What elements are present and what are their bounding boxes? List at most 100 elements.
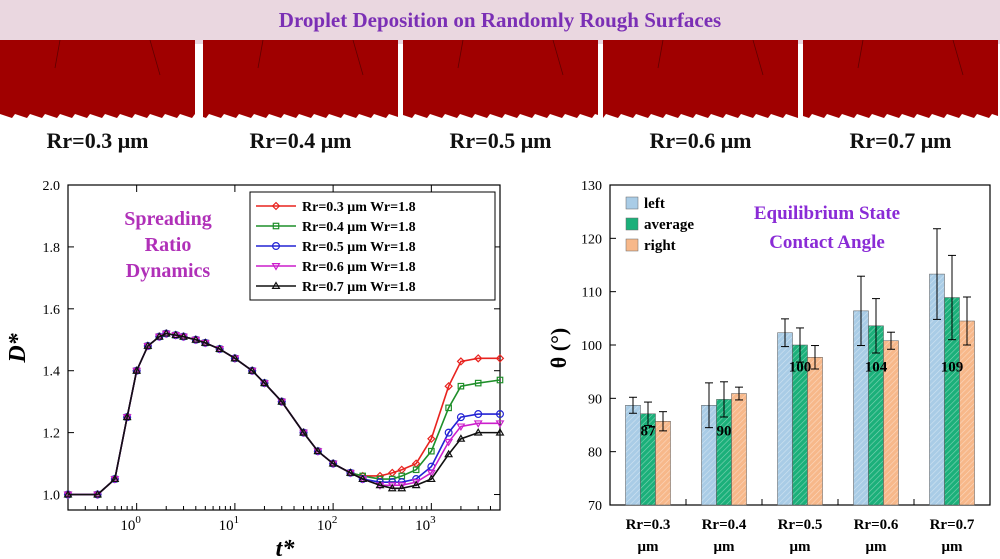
average-value-label: 104 <box>865 360 888 376</box>
data-point <box>143 341 153 349</box>
data-point <box>260 378 269 387</box>
data-point <box>495 428 505 436</box>
data-point <box>299 428 308 436</box>
banner: Droplet Deposition on Randomly Rough Sur… <box>0 0 1000 44</box>
banner-title: Droplet Deposition on Randomly Rough Sur… <box>278 8 722 32</box>
series-line <box>68 332 500 496</box>
roughness-label: Rr=0.5 μm <box>449 128 552 153</box>
data-point <box>161 328 171 337</box>
data-point <box>444 449 454 458</box>
chart-annotation-line: Equilibrium State <box>754 203 900 224</box>
rough-substrate <box>403 114 598 120</box>
x-tick-exponent: 3 <box>430 514 436 526</box>
data-point <box>411 480 421 489</box>
data-point <box>444 438 454 447</box>
x-tick-base: 10 <box>415 518 430 534</box>
y-tick-label: 70 <box>588 499 602 514</box>
data-point <box>247 366 257 374</box>
x-tick-label: 100 <box>120 514 141 534</box>
data-point <box>387 482 397 490</box>
data-point <box>456 423 466 432</box>
y-tick-label: 130 <box>581 179 602 194</box>
y-axis-label: D* <box>5 332 31 363</box>
data-point <box>412 466 420 474</box>
data-point <box>200 338 210 346</box>
data-point <box>179 332 188 340</box>
contact-angle-chart: 70 80 90 100 110 120 130 θ (°) 87 Rr=0.3 μm 90 Rr=0.… <box>546 179 991 555</box>
data-point <box>230 353 240 362</box>
chart-annotation-line: Dynamics <box>126 260 211 282</box>
category-label-unit: μm <box>790 539 812 555</box>
x-tick-label: 101 <box>219 514 240 534</box>
series-4 <box>63 330 505 500</box>
interface-line <box>149 40 161 76</box>
roughness-label: Rr=0.6 μm <box>649 128 752 153</box>
legend: Rr=0.3 μm Wr=1.8 Rr=0.4 μm Wr=1.8 Rr=0.5 μ… <box>249 191 496 301</box>
y-tick-label: 80 <box>588 446 602 461</box>
data-point <box>122 412 132 421</box>
droplet-panel <box>803 40 998 120</box>
data-point <box>411 479 421 487</box>
data-point <box>358 474 368 483</box>
legend-swatch <box>625 217 639 231</box>
droplet-panel <box>603 40 798 120</box>
data-point <box>313 446 323 455</box>
series-2 <box>64 330 504 498</box>
chart-annotation-line: Contact Angle <box>769 232 885 253</box>
interface-line <box>657 40 664 69</box>
interface-line <box>257 40 264 69</box>
average-value-label: 87 <box>641 424 657 440</box>
droplet <box>630 56 770 120</box>
data-point <box>328 458 338 467</box>
data-point <box>397 482 407 490</box>
droplet-simulation-image <box>0 40 195 120</box>
category-label: Rr=0.3 <box>626 517 671 533</box>
rough-substrate <box>203 114 398 120</box>
data-point <box>110 474 120 483</box>
interface-line <box>54 40 61 69</box>
category-label: Rr=0.4 <box>702 517 747 533</box>
y-tick-label: 100 <box>581 339 602 354</box>
data-point <box>456 413 465 422</box>
plot-frame <box>67 184 501 511</box>
data-point <box>271 281 281 289</box>
category-label: Rr=0.5 <box>778 517 823 533</box>
x-tick-label: 102 <box>317 514 338 534</box>
y-tick-label: 1.6 <box>43 303 61 318</box>
droplet <box>230 56 370 120</box>
roughness-label: Rr=0.7 μm <box>849 128 952 153</box>
y-tick-label: 1.4 <box>43 365 61 380</box>
droplet-simulation-image <box>803 40 998 120</box>
x-tick-base: 10 <box>317 518 332 534</box>
interface-line <box>952 40 964 76</box>
x-tick-exponent: 1 <box>234 514 240 526</box>
interface-line <box>752 40 764 76</box>
x-tick-label: 103 <box>415 514 436 534</box>
data-point <box>474 410 483 419</box>
interface-line <box>457 40 464 69</box>
category-label-unit: μm <box>638 539 660 555</box>
legend-label: left <box>644 196 665 212</box>
y-tick-label: 1.0 <box>43 489 61 504</box>
category-label: Rr=0.7 <box>930 517 975 533</box>
interface-line <box>857 40 864 69</box>
average-value-label: 90 <box>717 424 732 440</box>
legend: left average right <box>625 196 694 254</box>
category-label-unit: μm <box>942 539 964 555</box>
bar-right <box>807 357 823 506</box>
droplet-panel <box>0 40 195 120</box>
data-point <box>426 469 436 478</box>
rough-substrate <box>803 114 998 120</box>
legend-label: right <box>644 238 676 254</box>
bar-left <box>777 332 793 506</box>
category-label-unit: μm <box>866 539 888 555</box>
chart-annotation-line: Spreading <box>124 208 211 230</box>
category-label: Rr=0.6 <box>854 517 899 533</box>
data-point <box>496 376 504 384</box>
data-point <box>171 330 181 339</box>
data-point <box>444 381 453 391</box>
roughness-label: Rr=0.4 μm <box>249 128 352 153</box>
data-point <box>427 434 436 444</box>
legend-label: average <box>644 217 694 233</box>
y-axis-label: θ (°) <box>546 328 571 368</box>
